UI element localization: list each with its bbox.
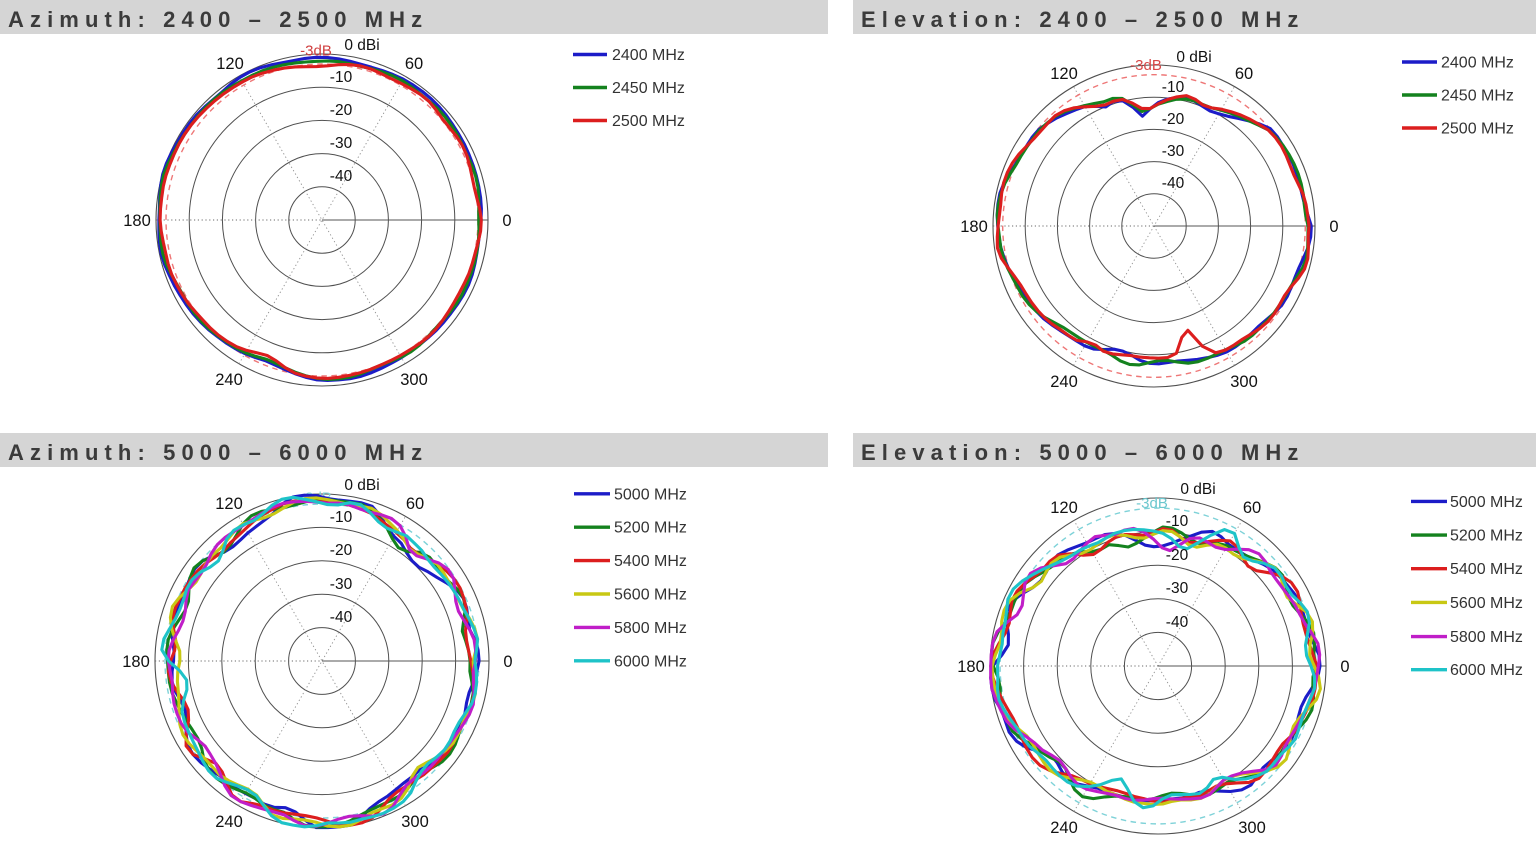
svg-text:240: 240 xyxy=(1050,373,1078,391)
svg-text:60: 60 xyxy=(1243,499,1261,517)
svg-text:2450 MHz: 2450 MHz xyxy=(1441,88,1514,105)
svg-text:-10: -10 xyxy=(1166,513,1189,530)
svg-text:5400 MHz: 5400 MHz xyxy=(1450,561,1523,578)
svg-text:-20: -20 xyxy=(1162,111,1185,128)
svg-text:240: 240 xyxy=(215,371,243,389)
svg-text:0 dBi: 0 dBi xyxy=(1180,481,1215,498)
svg-text:-30: -30 xyxy=(330,135,353,152)
svg-text:240: 240 xyxy=(1050,819,1078,837)
svg-text:0 dBi: 0 dBi xyxy=(344,37,379,54)
svg-text:180: 180 xyxy=(123,212,151,230)
svg-text:300: 300 xyxy=(401,813,429,831)
svg-text:120: 120 xyxy=(1050,499,1078,517)
svg-text:6000 MHz: 6000 MHz xyxy=(1450,662,1523,679)
svg-text:-3dB: -3dB xyxy=(1136,495,1168,512)
svg-text:300: 300 xyxy=(1238,819,1266,837)
svg-text:Azimuth: 5000 – 6000 MHz: Azimuth: 5000 – 6000 MHz xyxy=(8,440,428,465)
svg-text:-10: -10 xyxy=(330,69,353,86)
svg-text:Elevation: 2400 – 2500 MHz: Elevation: 2400 – 2500 MHz xyxy=(861,7,1305,32)
svg-text:-40: -40 xyxy=(1162,175,1185,192)
svg-text:5000 MHz: 5000 MHz xyxy=(614,486,687,503)
svg-text:60: 60 xyxy=(406,495,424,513)
svg-text:-30: -30 xyxy=(1166,580,1189,597)
svg-text:5000 MHz: 5000 MHz xyxy=(1450,494,1523,511)
svg-text:2500 MHz: 2500 MHz xyxy=(1441,121,1514,138)
svg-text:0: 0 xyxy=(502,212,511,230)
svg-text:Azimuth: 2400 – 2500 MHz: Azimuth: 2400 – 2500 MHz xyxy=(8,7,428,32)
svg-text:2500 MHz: 2500 MHz xyxy=(612,113,685,130)
svg-text:2450 MHz: 2450 MHz xyxy=(612,80,685,97)
svg-text:0: 0 xyxy=(1340,658,1349,676)
svg-text:300: 300 xyxy=(400,371,428,389)
svg-text:180: 180 xyxy=(960,218,988,236)
svg-text:180: 180 xyxy=(957,658,985,676)
svg-text:5600 MHz: 5600 MHz xyxy=(614,587,687,604)
svg-text:0: 0 xyxy=(1329,218,1338,236)
svg-text:120: 120 xyxy=(215,495,243,513)
svg-text:60: 60 xyxy=(405,55,423,73)
svg-text:60: 60 xyxy=(1235,65,1253,83)
svg-text:120: 120 xyxy=(1050,65,1078,83)
svg-text:5800 MHz: 5800 MHz xyxy=(614,620,687,637)
svg-text:240: 240 xyxy=(215,813,243,831)
svg-text:2400 MHz: 2400 MHz xyxy=(1441,55,1514,72)
svg-text:-40: -40 xyxy=(330,609,353,626)
svg-text:5800 MHz: 5800 MHz xyxy=(1450,629,1523,646)
svg-text:5400 MHz: 5400 MHz xyxy=(614,553,687,570)
svg-text:Elevation: 5000 – 6000 MHz: Elevation: 5000 – 6000 MHz xyxy=(861,440,1305,465)
svg-text:300: 300 xyxy=(1230,373,1258,391)
svg-text:120: 120 xyxy=(216,55,244,73)
svg-text:0 dBi: 0 dBi xyxy=(1176,49,1211,66)
svg-text:-10: -10 xyxy=(1162,79,1185,96)
svg-text:5200 MHz: 5200 MHz xyxy=(614,520,687,537)
svg-text:5600 MHz: 5600 MHz xyxy=(1450,595,1523,612)
svg-text:-20: -20 xyxy=(330,102,353,119)
svg-text:5200 MHz: 5200 MHz xyxy=(1450,528,1523,545)
svg-text:-3dB: -3dB xyxy=(300,43,332,60)
svg-text:2400 MHz: 2400 MHz xyxy=(612,47,685,64)
svg-text:-3dB: -3dB xyxy=(1130,57,1162,74)
svg-text:-20: -20 xyxy=(1166,547,1189,564)
svg-text:-10: -10 xyxy=(330,509,353,526)
svg-text:180: 180 xyxy=(122,653,150,671)
svg-text:-20: -20 xyxy=(330,542,353,559)
svg-text:-40: -40 xyxy=(1166,614,1189,631)
svg-text:-30: -30 xyxy=(1162,143,1185,160)
svg-text:0: 0 xyxy=(503,653,512,671)
svg-text:6000 MHz: 6000 MHz xyxy=(614,653,687,670)
svg-text:0 dBi: 0 dBi xyxy=(344,477,379,494)
svg-text:-40: -40 xyxy=(330,168,353,185)
svg-text:-30: -30 xyxy=(330,576,353,593)
